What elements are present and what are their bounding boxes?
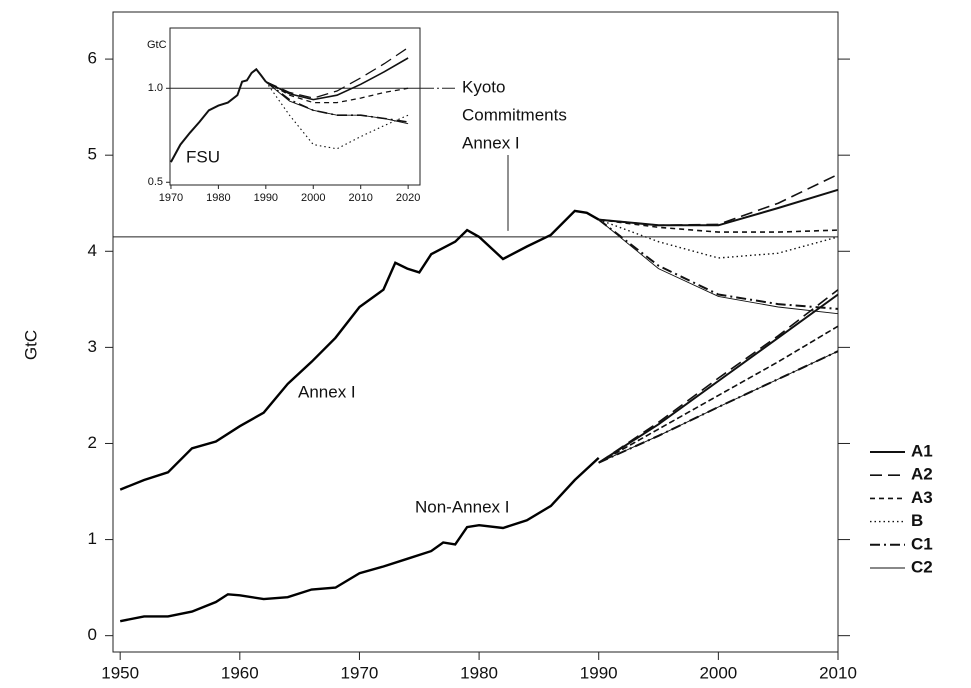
x-tick-label: 1960 <box>221 663 259 682</box>
y-tick-label: 4 <box>88 241 97 260</box>
x-tick-label: 1990 <box>580 663 618 682</box>
inset-frame <box>169 27 421 186</box>
inset-scenario-line <box>265 47 409 99</box>
series-label: Non-Annex I <box>415 497 510 516</box>
inset-x-tick-label: 2000 <box>301 192 325 204</box>
scenario-line <box>598 350 839 464</box>
y-tick-label: 6 <box>88 49 97 68</box>
y-axis-label: GtC <box>21 330 40 360</box>
inset-x-tick-label: 2010 <box>348 192 372 204</box>
scenario-line <box>598 188 839 227</box>
legend-label: A2 <box>911 465 933 484</box>
scenario-line <box>598 325 839 464</box>
history-line <box>119 457 600 623</box>
inset-scenario-line <box>265 81 409 150</box>
inset-y-label: GtC <box>147 39 167 51</box>
annotation: Annex I <box>462 133 520 152</box>
scenario-line <box>598 173 839 227</box>
inset-history-line <box>170 67 267 163</box>
series-label: Annex I <box>298 382 356 401</box>
legend-label: A3 <box>911 488 933 507</box>
inset-y-tick-label: 1.0 <box>148 82 163 94</box>
scenario-line <box>598 219 839 315</box>
annotation: Kyoto <box>462 77 505 96</box>
inset-x-tick-label: 1990 <box>254 192 278 204</box>
x-tick-label: 1950 <box>101 663 139 682</box>
x-tick-label: 1970 <box>341 663 379 682</box>
x-tick-label: 1980 <box>460 663 498 682</box>
inset-x-tick-label: 2020 <box>396 192 420 204</box>
inset-scenario-line <box>265 81 409 104</box>
legend-label: C1 <box>911 534 933 553</box>
history-line <box>119 209 600 491</box>
y-tick-label: 3 <box>88 337 97 356</box>
legend-label: C2 <box>911 557 933 576</box>
scenario-line <box>598 218 839 310</box>
plot-frame <box>112 11 839 653</box>
y-tick-label: 2 <box>88 433 97 452</box>
y-tick-label: 1 <box>88 529 97 548</box>
inset-x-tick-label: 1970 <box>159 192 183 204</box>
annotation: Commitments <box>462 105 567 124</box>
scenario-line <box>598 289 839 464</box>
y-tick-label: 5 <box>88 145 97 164</box>
inset-x-tick-label: 1980 <box>206 192 230 204</box>
scenario-line <box>598 218 839 233</box>
x-tick-label: 2010 <box>819 663 857 682</box>
legend-label: B <box>911 511 923 530</box>
inset-scenario-line <box>265 57 409 101</box>
inset-scenario-line <box>265 81 409 125</box>
x-tick-label: 2000 <box>699 663 737 682</box>
scenario-line <box>598 293 839 464</box>
inset-y-tick-label: 0.5 <box>148 176 163 188</box>
legend-label: A1 <box>911 441 933 460</box>
y-tick-label: 0 <box>88 625 97 644</box>
inset-label: FSU <box>186 147 220 166</box>
